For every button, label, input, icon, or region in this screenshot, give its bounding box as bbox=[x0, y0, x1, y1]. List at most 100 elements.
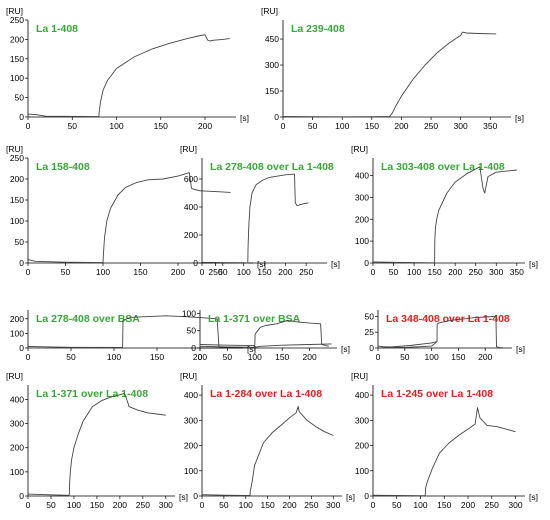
y-tick-label: 0 bbox=[19, 343, 24, 353]
chart-panel-11: 0 100 200 300 400 0 50 100 150 200 250 300 [RU] [s] La… bbox=[351, 371, 538, 510]
y-tick-label: 100 bbox=[355, 236, 369, 246]
y-tick-label: 400 bbox=[355, 171, 369, 181]
y-tick-label: 150 bbox=[10, 195, 24, 205]
y-tick-label: 300 bbox=[265, 60, 279, 70]
x-tick-label: 200 bbox=[278, 267, 292, 277]
x-axis-unit: [s] bbox=[257, 259, 266, 269]
x-tick-label: 50 bbox=[223, 352, 233, 362]
y-tick-label: 50 bbox=[15, 93, 25, 103]
y-tick-label: 50 bbox=[187, 326, 197, 336]
chart-panel-5: 0 100 200 300 400 0 50 100 150 200 250 300 350 [RU] [s… bbox=[351, 144, 538, 277]
y-tick-label: 25 bbox=[365, 327, 375, 337]
y-tick-label: 300 bbox=[355, 415, 369, 425]
y-tick-label: 200 bbox=[10, 443, 24, 453]
y-tick-label: 0 bbox=[193, 258, 198, 268]
x-tick-label: 50 bbox=[389, 267, 399, 277]
x-tick-label: 200 bbox=[478, 352, 492, 362]
x-tick-label: 200 bbox=[198, 121, 212, 131]
y-tick-label: 300 bbox=[355, 192, 369, 202]
x-axis-unit: [s] bbox=[529, 259, 538, 269]
y-tick-label: 0 bbox=[19, 491, 24, 501]
y-tick-label: 200 bbox=[184, 441, 198, 451]
chart-panel-9: 0 100 200 300 400 0 50 100 150 200 250 300 [RU] [s] La… bbox=[6, 371, 188, 510]
x-tick-label: 150 bbox=[437, 500, 451, 510]
panel-title: La 1-371 over La 1-408 bbox=[36, 388, 148, 400]
x-tick-label: 0 bbox=[200, 500, 205, 510]
x-tick-label: 200 bbox=[461, 500, 475, 510]
y-tick-label: 200 bbox=[184, 230, 198, 240]
y-axis-unit: [RU] bbox=[180, 371, 197, 381]
y-tick-label: 400 bbox=[184, 202, 198, 212]
y-tick-label: 200 bbox=[10, 314, 24, 324]
x-tick-label: 100 bbox=[335, 121, 349, 131]
x-axis-unit: [s] bbox=[529, 492, 538, 502]
x-tick-label: 250 bbox=[485, 500, 499, 510]
y-tick-label: 150 bbox=[10, 54, 24, 64]
y-tick-label: 400 bbox=[355, 390, 369, 400]
x-tick-label: 0 bbox=[376, 352, 381, 362]
y-tick-label: 300 bbox=[10, 419, 24, 429]
x-tick-label: 100 bbox=[407, 267, 421, 277]
sensorgram-trace-2 bbox=[377, 341, 438, 349]
sensorgram-trace-1 bbox=[199, 319, 329, 347]
y-tick-label: 450 bbox=[265, 34, 279, 44]
x-tick-label: 0 bbox=[26, 500, 31, 510]
y-tick-label: 200 bbox=[10, 34, 24, 44]
panel-title: La 1-284 over La 1-408 bbox=[210, 388, 322, 400]
y-tick-label: 200 bbox=[355, 441, 369, 451]
x-tick-label: 200 bbox=[448, 267, 462, 277]
x-tick-label: 50 bbox=[392, 500, 402, 510]
y-tick-label: 0 bbox=[364, 491, 369, 501]
y-tick-label: 200 bbox=[10, 174, 24, 184]
y-tick-label: 0 bbox=[19, 258, 24, 268]
x-tick-label: 100 bbox=[96, 267, 110, 277]
x-tick-label: 150 bbox=[428, 267, 442, 277]
x-tick-label: 50 bbox=[308, 121, 318, 131]
panel-title: La 278-408 over BSA bbox=[36, 313, 140, 325]
x-axis-unit: [s] bbox=[247, 344, 256, 354]
y-tick-label: 50 bbox=[365, 311, 375, 321]
x-tick-label: 300 bbox=[326, 500, 340, 510]
y-axis-unit: [RU] bbox=[6, 144, 23, 154]
x-tick-label: 150 bbox=[257, 267, 271, 277]
x-tick-label: 150 bbox=[133, 267, 147, 277]
panel-title: La 1-408 bbox=[36, 23, 78, 35]
x-tick-label: 0 bbox=[26, 267, 31, 277]
x-tick-label: 0 bbox=[371, 267, 376, 277]
x-tick-label: 300 bbox=[454, 121, 468, 131]
sensorgram-trace-1 bbox=[372, 407, 516, 497]
x-tick-label: 50 bbox=[218, 267, 228, 277]
y-tick-label: 0 bbox=[193, 491, 198, 501]
sensorgram-trace-1 bbox=[282, 31, 497, 118]
x-axis-unit: [s] bbox=[515, 113, 524, 123]
x-tick-label: 50 bbox=[219, 500, 229, 510]
panel-title: La 158-408 bbox=[36, 161, 90, 173]
y-tick-label: 400 bbox=[184, 390, 198, 400]
x-tick-label: 0 bbox=[281, 121, 286, 131]
x-tick-label: 100 bbox=[237, 267, 251, 277]
x-axis-unit: [s] bbox=[240, 113, 249, 123]
x-tick-label: 250 bbox=[136, 500, 150, 510]
x-tick-label: 300 bbox=[489, 267, 503, 277]
sensorgram-trace-1 bbox=[27, 315, 231, 349]
x-tick-label: 200 bbox=[303, 352, 317, 362]
x-tick-label: 50 bbox=[61, 267, 71, 277]
x-tick-label: 150 bbox=[261, 500, 275, 510]
x-tick-label: 100 bbox=[239, 500, 253, 510]
x-axis-unit: [s] bbox=[331, 259, 340, 269]
x-tick-label: 250 bbox=[299, 267, 313, 277]
y-tick-label: 0 bbox=[364, 258, 369, 268]
x-tick-label: 100 bbox=[248, 352, 262, 362]
y-tick-label: 600 bbox=[184, 174, 198, 184]
x-tick-label: 100 bbox=[425, 352, 439, 362]
y-tick-label: 100 bbox=[184, 466, 198, 476]
y-tick-label: 400 bbox=[10, 394, 24, 404]
panel-title: La 239-408 bbox=[291, 23, 345, 35]
x-axis-unit: [s] bbox=[179, 492, 188, 502]
y-tick-label: 100 bbox=[10, 467, 24, 477]
chart-panel-1: 0 50 100 150 200 250 0 50 100 150 200 [RU] [s] La 1-4… bbox=[6, 6, 249, 131]
y-axis-unit: [RU] bbox=[6, 6, 23, 16]
y-tick-label: 0 bbox=[19, 112, 24, 122]
